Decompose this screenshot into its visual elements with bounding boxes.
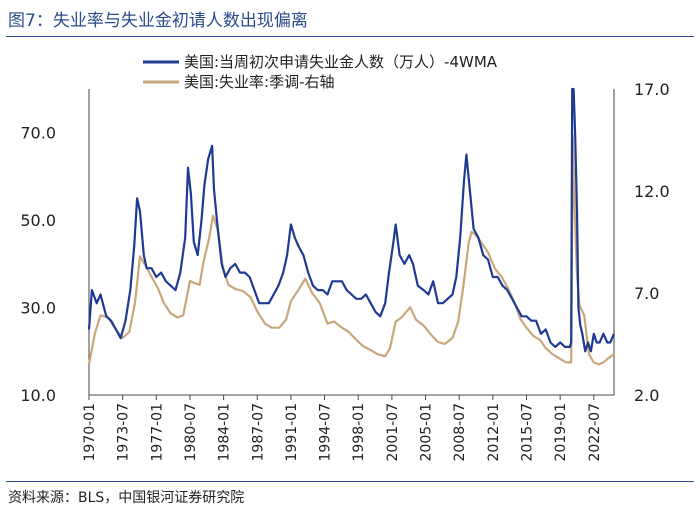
- x-tick-label: 1994-07: [318, 403, 334, 462]
- x-tick-label: 1998-01: [351, 403, 367, 462]
- series-group: [87, 87, 616, 366]
- x-tick-label: 2005-01: [419, 403, 435, 462]
- title-divider: [6, 36, 694, 37]
- chart-title: 图7：失业率与失业金初请人数出现偏离: [8, 11, 308, 31]
- legend: 美国:当周初次申请失业金人数（万人）-4WMA 美国:失业率:季调-右轴: [143, 53, 498, 91]
- x-tick-label: 1970-01: [82, 403, 98, 462]
- series-line-unemployment-rate: [87, 134, 615, 366]
- y-left-tick-label: 30.0: [20, 299, 56, 318]
- source-divider: [6, 481, 694, 482]
- x-tick-label: 2008-07: [452, 403, 468, 462]
- chart: 美国:当周初次申请失业金人数（万人）-4WMA 美国:失业率:季调-右轴 10.…: [20, 53, 669, 462]
- x-tick-label: 1977-01: [149, 403, 165, 462]
- legend-label-initial-claims: 美国:当周初次申请失业金人数（万人）-4WMA: [184, 53, 498, 71]
- y-left-tick-label: 50.0: [20, 211, 56, 230]
- y-left-tick-label: 10.0: [20, 386, 56, 405]
- x-tick-label: 1987-07: [250, 403, 266, 462]
- x-tick-label: 1973-07: [116, 403, 132, 462]
- x-tick-label: 2019-01: [553, 403, 569, 462]
- y-left-tick-label: 70.0: [20, 124, 56, 143]
- series-line-initial-claims: [87, 87, 616, 353]
- x-tick-label: 2015-07: [520, 403, 536, 462]
- axes: 10.0 30.0 50.0 70.0 2.0 7.0 12.0 17.0 1970-01 197…: [20, 80, 669, 462]
- x-tick-label: 2012-01: [486, 403, 502, 462]
- y-right-tick-label: 7.0: [634, 284, 659, 303]
- legend-label-unemployment-rate: 美国:失业率:季调-右轴: [184, 73, 335, 91]
- y-right-tick-label: 2.0: [634, 386, 659, 405]
- y-right-tick-label: 12.0: [634, 182, 670, 201]
- x-tick-label: 2001-07: [385, 403, 401, 462]
- x-tick-label: 2022-07: [587, 403, 603, 462]
- x-tick-label: 1980-07: [183, 403, 199, 462]
- x-tick-label: 1991-01: [284, 403, 300, 462]
- source-note: 资料来源：BLS，中国银河证券研究院: [8, 490, 245, 506]
- y-right-tick-label: 17.0: [634, 80, 670, 99]
- x-tick-label: 1984-01: [217, 403, 233, 462]
